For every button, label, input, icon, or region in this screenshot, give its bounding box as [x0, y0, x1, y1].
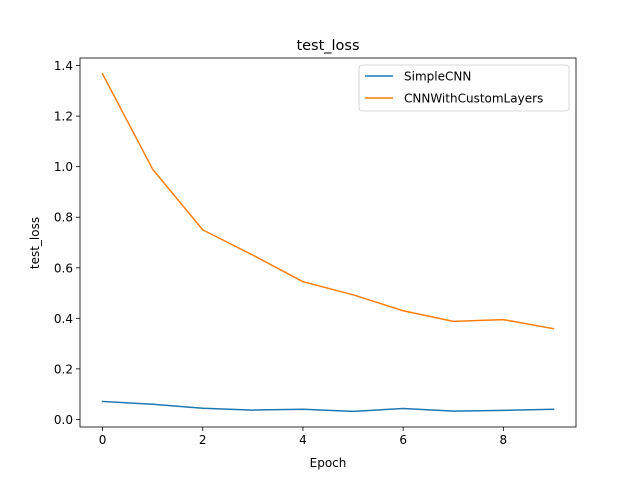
- y-tick-label: 0.2: [54, 362, 73, 376]
- y-tick-label: 0.6: [54, 261, 73, 275]
- legend-label-1: CNNWithCustomLayers: [404, 92, 543, 106]
- y-axis-label: test_loss: [28, 217, 42, 269]
- x-axis-label: Epoch: [310, 456, 347, 470]
- x-tick-label: 6: [399, 433, 407, 447]
- series-line-1: [101, 72, 555, 330]
- x-tick-label: 2: [199, 433, 207, 447]
- plot-border: [79, 57, 577, 428]
- legend-box: [358, 64, 570, 112]
- y-tick-label: 0.4: [54, 312, 73, 326]
- chart-title: test_loss: [296, 38, 359, 54]
- y-tick-label: 0.8: [54, 211, 73, 225]
- y-axis: 0.0 0.2 0.4 0.6 0.8 1.0 1.2 1.4: [54, 59, 80, 427]
- series-line-0: [101, 400, 555, 413]
- x-tick-label: 8: [500, 433, 508, 447]
- y-tick-label: 1.4: [54, 59, 73, 73]
- y-tick-label: 1.2: [54, 110, 73, 124]
- x-axis: 0 2 4 6 8: [99, 427, 507, 447]
- x-tick-label: 4: [299, 433, 307, 447]
- plot-area: [79, 57, 577, 428]
- legend: SimpleCNN CNNWithCustomLayers: [358, 64, 570, 112]
- y-tick-label: 1.0: [54, 160, 73, 174]
- x-tick-label: 0: [99, 433, 107, 447]
- y-tick-label: 0.0: [54, 413, 73, 427]
- legend-label-0: SimpleCNN: [404, 70, 471, 84]
- series-lines: [101, 72, 555, 413]
